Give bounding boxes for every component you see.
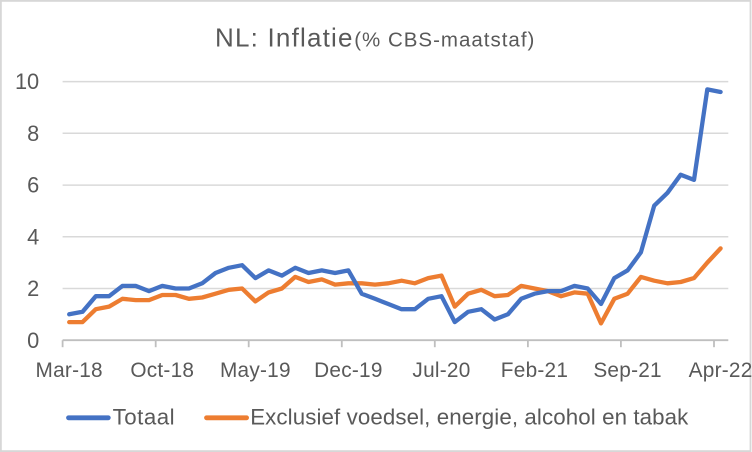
svg-text:Jul-20: Jul-20	[412, 359, 470, 382]
svg-text:8: 8	[27, 121, 39, 146]
svg-text:2: 2	[27, 276, 39, 301]
svg-text:May-19: May-19	[220, 359, 291, 382]
svg-text:Mar-18: Mar-18	[36, 359, 103, 382]
svg-text:Oct-18: Oct-18	[130, 359, 194, 382]
svg-text:(% CBS-maatstaf): (% CBS-maatstaf)	[354, 28, 535, 51]
svg-text:NL: Inflatie: NL: Inflatie	[215, 22, 354, 52]
svg-text:Sep-21: Sep-21	[593, 359, 662, 382]
svg-text:0: 0	[27, 328, 39, 353]
svg-text:10: 10	[15, 69, 39, 94]
svg-text:Exclusief voedsel, energie, al: Exclusief voedsel, energie, alcohol en t…	[250, 404, 689, 429]
svg-text:Totaal: Totaal	[113, 404, 176, 429]
svg-text:Feb-21: Feb-21	[501, 359, 568, 382]
svg-text:4: 4	[27, 224, 39, 249]
svg-text:Apr-22: Apr-22	[689, 359, 752, 382]
svg-text:6: 6	[27, 173, 39, 198]
svg-text:Dec-19: Dec-19	[314, 359, 383, 382]
